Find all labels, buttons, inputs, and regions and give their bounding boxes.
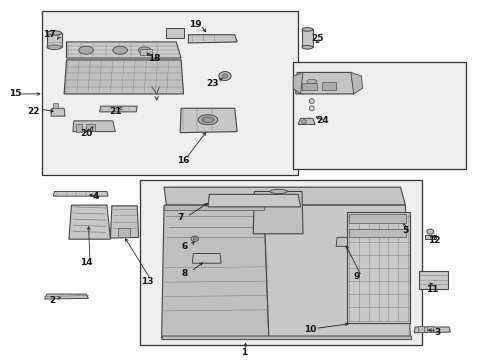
Bar [348,214,406,223]
Polygon shape [350,72,362,94]
Text: 20: 20 [80,129,92,138]
Text: 19: 19 [189,19,202,28]
Bar [302,83,316,90]
Polygon shape [161,336,411,339]
Text: 9: 9 [353,272,359,281]
Ellipse shape [301,120,306,123]
Ellipse shape [113,46,127,54]
Ellipse shape [198,115,217,125]
Polygon shape [110,206,139,238]
Polygon shape [66,42,181,58]
Text: 2: 2 [49,296,55,305]
Polygon shape [346,212,409,323]
Bar [302,30,312,47]
Text: 13: 13 [141,276,153,285]
Text: 6: 6 [182,242,188,251]
Bar [417,326,423,332]
Ellipse shape [79,46,93,54]
Polygon shape [295,72,353,94]
Polygon shape [335,237,351,246]
Polygon shape [298,118,315,125]
Ellipse shape [302,45,312,49]
Text: 16: 16 [177,156,189,165]
Text: 10: 10 [304,325,316,334]
Text: 12: 12 [427,237,440,246]
Ellipse shape [426,229,433,234]
Ellipse shape [193,238,196,240]
Bar [53,103,58,108]
Ellipse shape [47,45,61,49]
Bar [321,82,335,90]
Text: 25: 25 [311,34,323,43]
Polygon shape [264,205,409,338]
Text: 17: 17 [43,30,56,39]
Ellipse shape [202,117,213,123]
Polygon shape [207,194,300,207]
Polygon shape [253,192,303,234]
Polygon shape [64,60,183,94]
Text: 24: 24 [316,116,328,125]
Text: 4: 4 [92,192,99,201]
Ellipse shape [302,28,312,31]
Text: 21: 21 [109,107,122,116]
Bar [47,33,61,47]
Text: 15: 15 [9,89,21,98]
Text: 7: 7 [177,213,183,222]
Polygon shape [161,205,268,338]
Polygon shape [163,205,264,211]
Polygon shape [73,121,115,132]
Polygon shape [44,294,88,299]
Ellipse shape [47,31,61,35]
Text: 22: 22 [27,107,40,116]
Bar [418,271,447,289]
Bar [140,49,152,55]
Ellipse shape [191,236,198,242]
Polygon shape [163,187,405,205]
Text: 18: 18 [148,54,160,63]
Bar [293,62,466,169]
Polygon shape [100,106,137,112]
Ellipse shape [222,74,227,78]
Polygon shape [413,327,449,333]
Bar [76,124,82,132]
Ellipse shape [219,72,231,81]
Polygon shape [51,108,65,116]
Ellipse shape [309,99,314,104]
Text: 14: 14 [80,258,92,267]
Polygon shape [188,35,237,43]
Text: 5: 5 [402,226,407,235]
Polygon shape [69,205,110,239]
Polygon shape [293,72,303,94]
Ellipse shape [269,189,286,194]
Bar [118,228,130,237]
Text: 8: 8 [182,269,188,278]
Polygon shape [192,253,221,263]
Polygon shape [53,192,108,196]
Bar [424,235,435,239]
Bar [427,326,432,332]
Bar [171,187,310,262]
Text: 23: 23 [206,79,219,88]
Text: 11: 11 [425,285,438,294]
Ellipse shape [306,79,316,84]
Bar [86,124,95,131]
Ellipse shape [309,106,314,111]
Text: 3: 3 [433,328,439,337]
Text: 1: 1 [241,348,247,357]
Bar [166,28,183,38]
Ellipse shape [135,45,154,55]
Ellipse shape [138,47,151,53]
Bar [140,180,422,345]
Bar [348,229,406,237]
Polygon shape [180,108,237,133]
Bar [42,12,298,175]
